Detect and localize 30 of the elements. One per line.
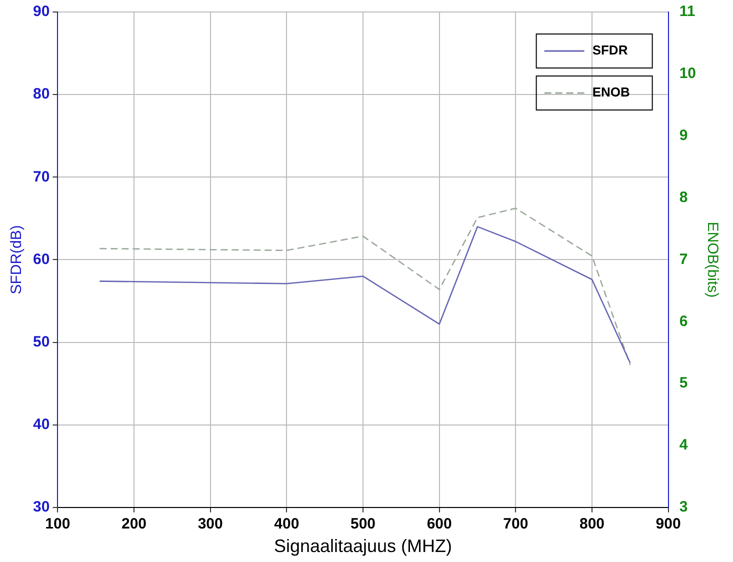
y-tick-label: 40 [32,416,50,433]
y2-tick-label: 9 [679,126,688,144]
x-tick-label: 800 [579,516,604,533]
y2-tick-label: 7 [679,250,688,268]
y2-tick-label: 11 [679,3,696,20]
y2-tick-label: 10 [679,65,696,82]
y2-axis-title: ENOB(bits) [704,222,721,298]
x-tick-label: 400 [274,516,300,533]
y-tick-label: 30 [32,498,50,516]
x-tick-label: 300 [198,516,223,533]
x-tick-label: 200 [122,516,147,533]
y-tick-label: 70 [32,168,50,186]
x-tick-label: 500 [350,516,376,533]
y2-tick-label: 4 [679,436,688,454]
y2-tick-label: 3 [679,498,688,516]
y-tick-label: 60 [32,250,50,268]
x-tick-label: 600 [426,516,452,533]
y2-tick-label: 6 [679,312,688,330]
x-tick-label: 900 [656,516,681,533]
y-tick-label: 80 [32,86,50,103]
y-tick-label: 50 [32,333,50,350]
x-tick-label: 100 [45,516,70,533]
x-tick-label: 700 [503,516,528,533]
y2-tick-label: 5 [679,374,688,392]
y-axis-title: SFDR(dB) [8,225,26,294]
legend-label: ENOB [592,84,630,100]
x-axis-title: Signaalitaajuus (MHZ) [274,536,452,556]
y-tick-label: 90 [32,3,50,20]
y2-tick-label: 8 [679,188,688,206]
legend-label: SFDR [592,42,628,58]
